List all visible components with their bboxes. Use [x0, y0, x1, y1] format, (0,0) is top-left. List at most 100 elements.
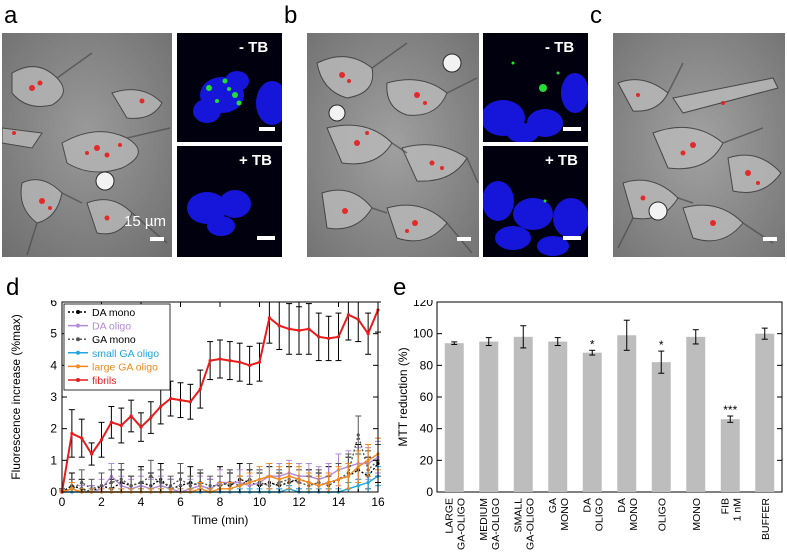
- data-point: [159, 480, 163, 485]
- data-point: [149, 474, 153, 478]
- data-point: [208, 358, 212, 363]
- data-point: [307, 327, 311, 331]
- micrograph-b: [307, 33, 479, 257]
- bar: [548, 341, 568, 492]
- y-tick-label: 4: [50, 358, 57, 372]
- legend-entry: DA mono: [92, 307, 135, 319]
- legend-entry: small GA oligo: [92, 348, 159, 360]
- panel-letter-d: d: [6, 274, 20, 301]
- y-tick-label: 0: [426, 485, 433, 499]
- data-point: [80, 480, 84, 485]
- data-point: [277, 324, 281, 328]
- category-label-line: BUFFER: [760, 498, 772, 540]
- y-tick-label: 2: [50, 422, 57, 436]
- legend-marker: [76, 350, 80, 355]
- data-point: [287, 327, 291, 331]
- bar: [686, 336, 706, 492]
- category-label-line: MONO: [559, 498, 571, 531]
- scale-bar-b-minus-tb: [563, 127, 581, 131]
- data-point: [228, 358, 232, 363]
- category-label: FIB1 nM: [719, 498, 743, 521]
- data-point: [178, 398, 183, 402]
- significance-label: ***: [723, 403, 737, 417]
- data-point: [346, 474, 350, 478]
- data-point: [248, 363, 252, 367]
- data-point: [129, 414, 133, 418]
- data-point: [366, 480, 370, 485]
- data-point: [287, 474, 291, 478]
- data-point: [139, 425, 143, 429]
- data-point: [248, 480, 252, 485]
- category-label: MONO: [691, 498, 703, 531]
- category-label-line: MONO: [691, 498, 703, 531]
- x-tick-label: 14: [332, 495, 346, 509]
- category-label-line: FIB: [719, 498, 731, 514]
- series-fibrils: [60, 301, 381, 494]
- data-point: [356, 433, 360, 437]
- category-label: DAMONO: [616, 498, 640, 531]
- y-tick-label: 5: [50, 327, 57, 341]
- data-point: [70, 431, 74, 436]
- data-point: [70, 487, 74, 491]
- legend-entry: fibrils: [92, 375, 117, 387]
- series-large-ga-oligo: [59, 437, 381, 494]
- x-tick-label: 12: [292, 495, 306, 509]
- y-axis-label: MTT reduction (%): [396, 347, 410, 446]
- bar: [617, 335, 637, 492]
- data-point: [317, 335, 321, 339]
- y-tick-label: 100: [413, 327, 433, 341]
- chart-e-bar-plot: LARGEGA-OLIGO MEDIUMGA-OLIGO SMALLGA-OLIGO…: [396, 300, 783, 550]
- category-label-line: GA-OLIGO: [455, 498, 467, 550]
- data-point: [327, 480, 331, 485]
- data-point: [90, 452, 94, 456]
- category-label-line: 1 nM: [731, 498, 743, 521]
- bar: [444, 343, 464, 492]
- bar: [720, 419, 740, 492]
- fluorescence-a-plus-tb-image: [177, 146, 282, 257]
- bar: [755, 333, 775, 492]
- data-point: [129, 484, 133, 488]
- legend-marker: [76, 378, 80, 382]
- data-point: [119, 477, 123, 481]
- panel-letter-c: c: [590, 2, 602, 29]
- panel-letter-e: e: [393, 274, 407, 301]
- data-point: [159, 404, 163, 409]
- category-label-line: LARGE: [443, 498, 455, 534]
- scale-bar-a-plus-tb: [257, 236, 275, 240]
- x-tick-label: 0: [59, 495, 66, 509]
- legend-box: [63, 303, 171, 391]
- significance-label: *: [590, 337, 595, 351]
- category-label: OLIGO: [656, 498, 668, 531]
- fluorescence-b-minus-tb-image: [483, 33, 588, 142]
- data-point: [169, 396, 173, 401]
- data-point: [80, 436, 84, 440]
- fluorescence-a-minus-tb: - TB: [177, 33, 282, 142]
- x-tick-label: 2: [98, 495, 105, 509]
- y-tick-label: 40: [420, 422, 434, 436]
- y-tick-label: 0: [50, 485, 57, 499]
- data-point: [336, 335, 341, 339]
- legend-entry: GA mono: [92, 334, 136, 346]
- data-point: [327, 336, 331, 341]
- data-point: [109, 480, 113, 485]
- category-label-line: MONO: [628, 498, 640, 531]
- data-point: [257, 477, 262, 481]
- data-point: [109, 420, 113, 424]
- data-point: [356, 465, 360, 469]
- data-point: [228, 487, 232, 491]
- micrograph-c-image: [613, 33, 785, 257]
- y-tick-label: 120: [413, 300, 433, 309]
- data-point: [99, 484, 104, 488]
- category-label-line: DA: [581, 498, 593, 513]
- micrograph-a: 15 µm: [2, 33, 172, 257]
- significance-label: *: [659, 338, 664, 352]
- data-point: [297, 328, 301, 333]
- legend-marker: [76, 364, 80, 369]
- category-label: DAOLIGO: [581, 498, 605, 531]
- scale-bar-b-plus-tb: [563, 236, 581, 240]
- fluorescence-b-plus-tb: + TB: [483, 146, 588, 257]
- legend-marker: [76, 323, 80, 328]
- y-tick-label: 60: [420, 390, 434, 404]
- data-point: [366, 332, 370, 336]
